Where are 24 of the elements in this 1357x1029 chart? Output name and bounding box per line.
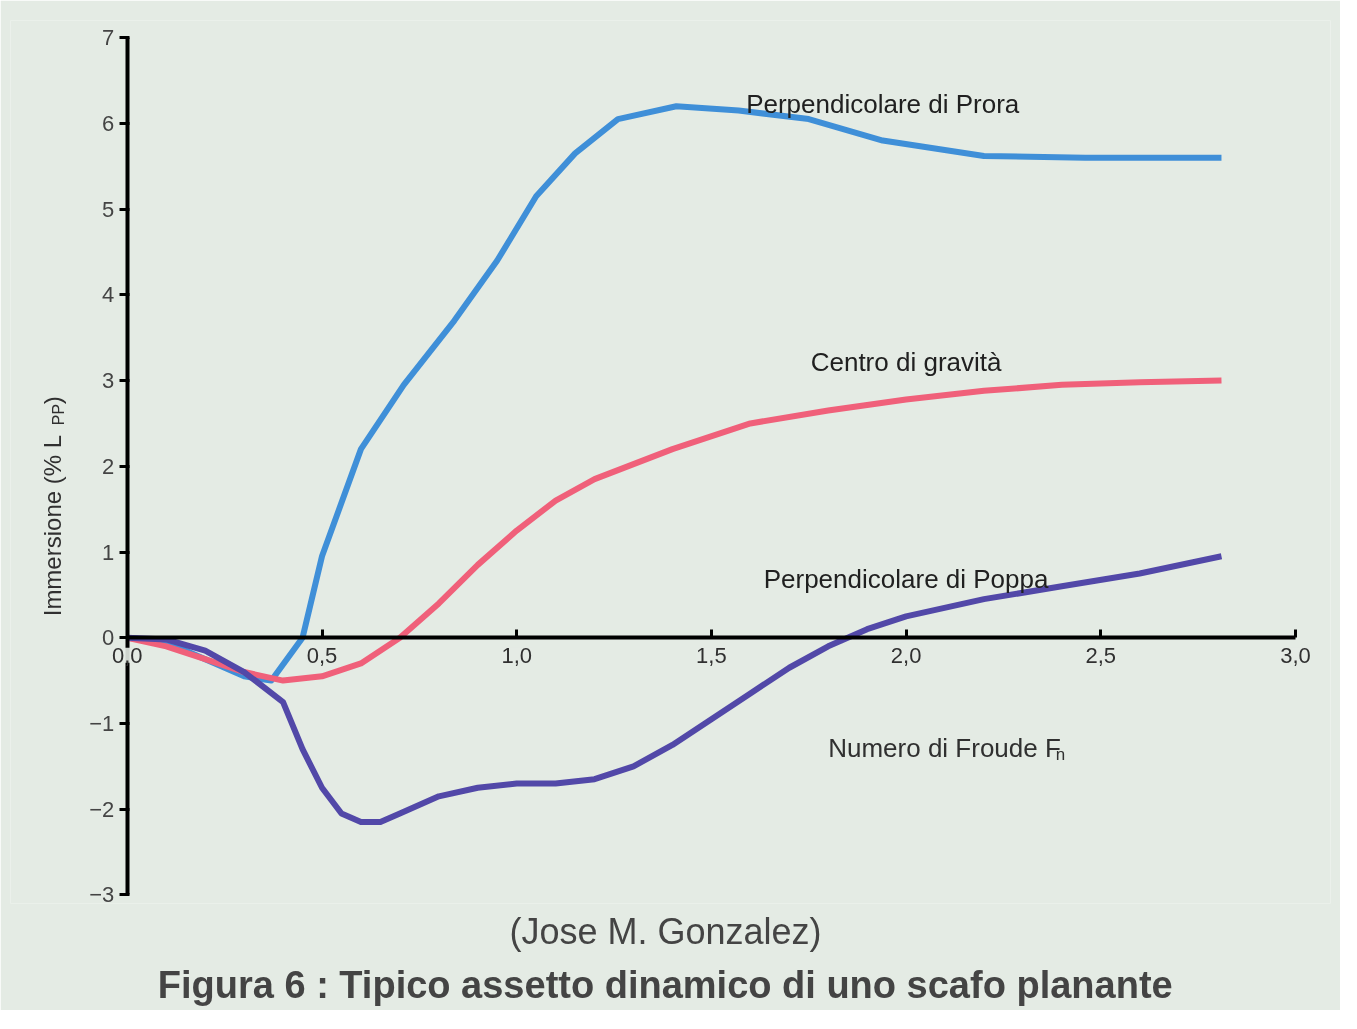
y-tick-label: 3 [102,368,115,394]
text: (Jose M. Gonzalez) [509,910,822,952]
y-tick-label: 4 [102,282,115,308]
y-tick-label: −3 [89,882,115,908]
y-tick-label: 6 [102,110,115,136]
y-tick-label: 1 [102,539,115,565]
y-tick-label: 0 [102,625,115,651]
series-label: Perpendicolare di Prora [746,88,1020,119]
y-tick-label: −2 [89,796,115,822]
x-tick-label: 0,5 [306,642,338,668]
x-tick-label: 0,0 [112,642,143,668]
x-tick-label: 3,0 [1280,642,1311,668]
y-tick-label: 7 [102,25,115,51]
text: Figura 6 : Tipico assetto dinamico di uno scafo planante [157,963,1173,1006]
y-tick-label: −1 [89,710,115,736]
y-axis-title: Immersione (% LPP) [38,396,67,617]
y-tick-label: 5 [102,196,115,222]
series-label: Centro di gravità [810,347,1002,378]
series-label: Perpendicolare di Poppa [763,564,1049,595]
y-tick-label: 2 [102,453,115,479]
x-tick-label: 1,0 [501,642,532,668]
x-tick-label: 1,5 [696,642,727,668]
x-tick-label: 2,5 [1085,642,1117,668]
x-tick-label: 2,0 [890,642,922,668]
